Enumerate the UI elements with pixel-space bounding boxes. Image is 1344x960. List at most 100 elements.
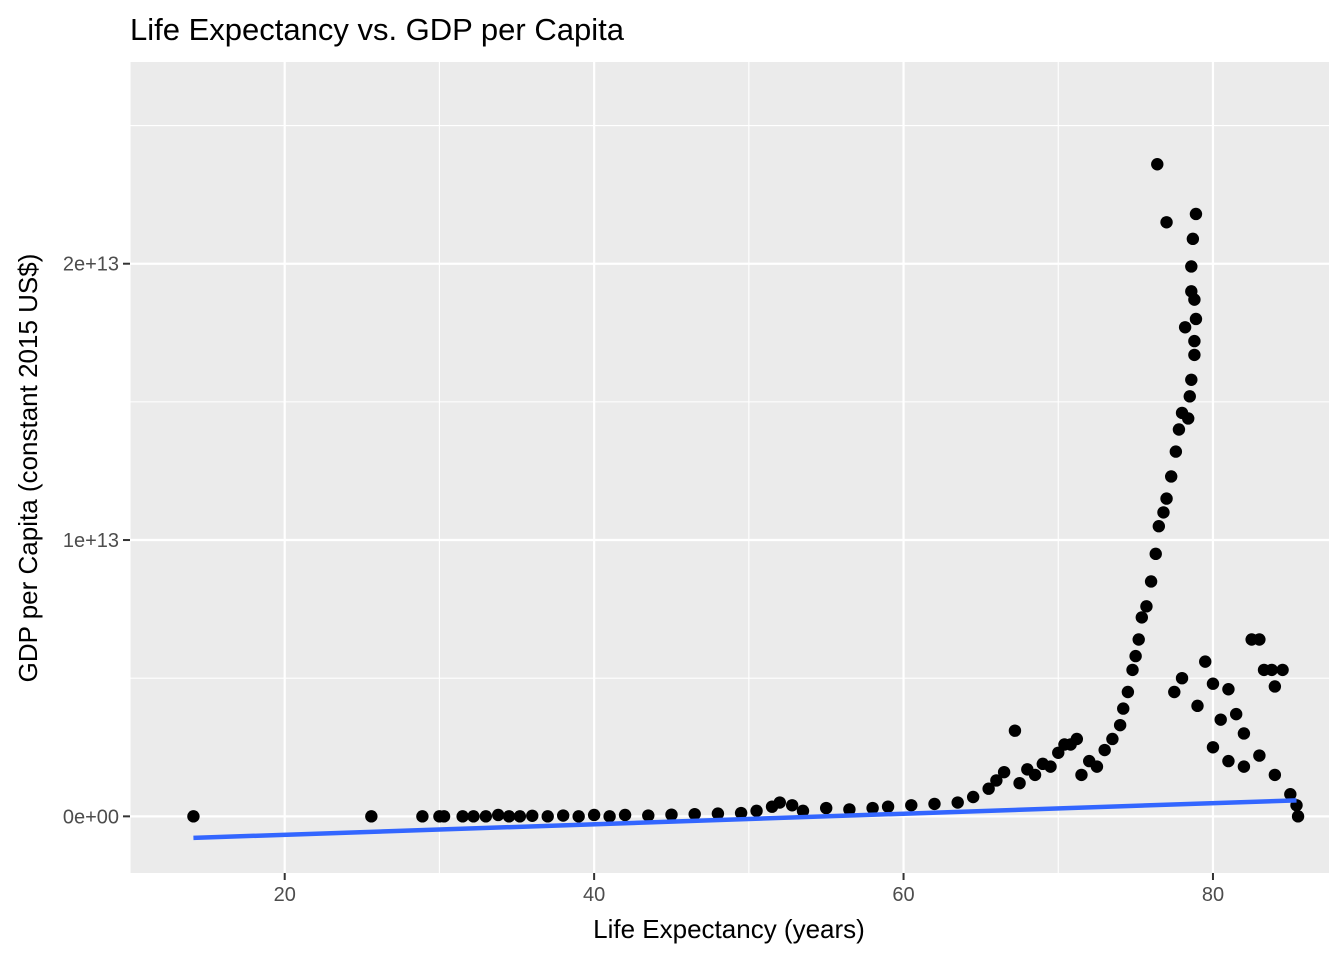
data-point <box>1164 470 1178 483</box>
data-point <box>1090 760 1104 773</box>
data-point <box>1178 321 1192 334</box>
data-point <box>1206 677 1220 690</box>
chart-title: Life Expectancy vs. GDP per Capita <box>130 12 625 47</box>
data-point <box>1189 312 1203 326</box>
data-point <box>1149 547 1162 561</box>
data-point <box>1186 232 1200 246</box>
data-point <box>1265 663 1278 677</box>
x-axis-title: Life Expectancy (years) <box>593 914 865 944</box>
data-point <box>1121 685 1135 699</box>
x-tick-label: 40 <box>583 884 605 906</box>
data-point <box>1276 663 1289 677</box>
data-point <box>1183 390 1196 403</box>
data-point <box>1129 649 1142 663</box>
y-axis: 0e+00 1e+13 2e+13 <box>63 254 130 828</box>
data-point <box>467 810 480 823</box>
data-point <box>1135 611 1149 624</box>
trend-line <box>193 798 1297 841</box>
y-tick-label: 1e+13 <box>63 530 119 552</box>
plot-panel <box>130 62 1329 873</box>
data-point <box>905 799 918 812</box>
data-point <box>1222 754 1235 768</box>
data-point <box>1188 334 1201 348</box>
data-point <box>1268 768 1282 782</box>
data-point <box>587 808 601 822</box>
data-point <box>556 809 570 822</box>
major-gridlines <box>130 62 1329 873</box>
data-point <box>541 810 554 823</box>
data-point <box>1132 633 1145 646</box>
data-point <box>665 808 678 821</box>
data-point <box>502 810 516 823</box>
data-point <box>1191 699 1204 713</box>
data-point <box>688 807 701 821</box>
data-point <box>618 808 632 822</box>
data-point <box>1253 749 1266 762</box>
y-tick-label: 0e+00 <box>63 806 119 828</box>
data-point <box>456 810 469 823</box>
data-point <box>1008 724 1022 737</box>
data-point <box>1172 423 1186 436</box>
x-tick-label: 60 <box>892 884 914 906</box>
data-point <box>1126 663 1139 677</box>
data-point <box>1222 683 1235 696</box>
data-point <box>1160 492 1173 505</box>
data-point <box>1185 260 1198 273</box>
data-point <box>1075 768 1088 782</box>
data-point <box>572 810 585 823</box>
data-point <box>1140 600 1153 613</box>
data-point <box>1291 810 1305 823</box>
data-point <box>997 765 1011 779</box>
data-point <box>1214 713 1227 726</box>
trend-line-group <box>193 798 1297 841</box>
scatter-points <box>187 158 1305 823</box>
data-point <box>951 796 964 809</box>
data-point <box>603 810 616 823</box>
data-point <box>1182 412 1195 425</box>
data-point <box>1157 506 1170 519</box>
data-point <box>866 801 879 815</box>
data-point <box>1144 575 1158 588</box>
data-point <box>734 806 748 820</box>
data-point <box>1169 445 1183 458</box>
data-point <box>819 801 833 815</box>
data-point <box>365 810 378 823</box>
minor-gridlines <box>129 62 1329 873</box>
data-point <box>966 790 980 804</box>
data-point <box>1044 760 1057 773</box>
data-point <box>1175 671 1189 685</box>
data-point <box>773 796 786 809</box>
data-point <box>1160 216 1173 229</box>
data-point <box>785 799 799 812</box>
data-point <box>1253 633 1266 646</box>
data-point <box>796 804 810 818</box>
x-tick-label: 20 <box>274 884 296 906</box>
data-point <box>1268 680 1282 693</box>
data-point <box>513 810 527 823</box>
data-point <box>1168 685 1181 699</box>
data-point <box>1106 732 1119 746</box>
y-axis-title: GDP per Capita (constant 2015 US$) <box>13 254 43 683</box>
data-point <box>750 804 763 818</box>
data-point <box>1151 158 1164 171</box>
data-point <box>1013 776 1026 790</box>
data-point <box>416 810 429 823</box>
data-point <box>1188 293 1201 306</box>
data-point <box>1113 718 1127 732</box>
data-point <box>187 810 200 823</box>
y-tick-label: 2e+13 <box>63 254 119 276</box>
data-point <box>1152 520 1166 533</box>
data-point <box>1237 727 1251 740</box>
data-point <box>479 810 493 823</box>
data-point <box>437 810 451 823</box>
data-point <box>982 782 995 795</box>
data-point <box>492 808 505 822</box>
x-tick-label: 80 <box>1202 884 1224 906</box>
data-point <box>1070 732 1084 746</box>
data-point <box>990 774 1003 787</box>
data-point <box>843 803 856 816</box>
data-point <box>881 800 895 813</box>
data-point <box>1028 768 1042 782</box>
x-axis: 20 40 60 80 <box>274 873 1224 906</box>
data-point <box>1098 743 1111 757</box>
